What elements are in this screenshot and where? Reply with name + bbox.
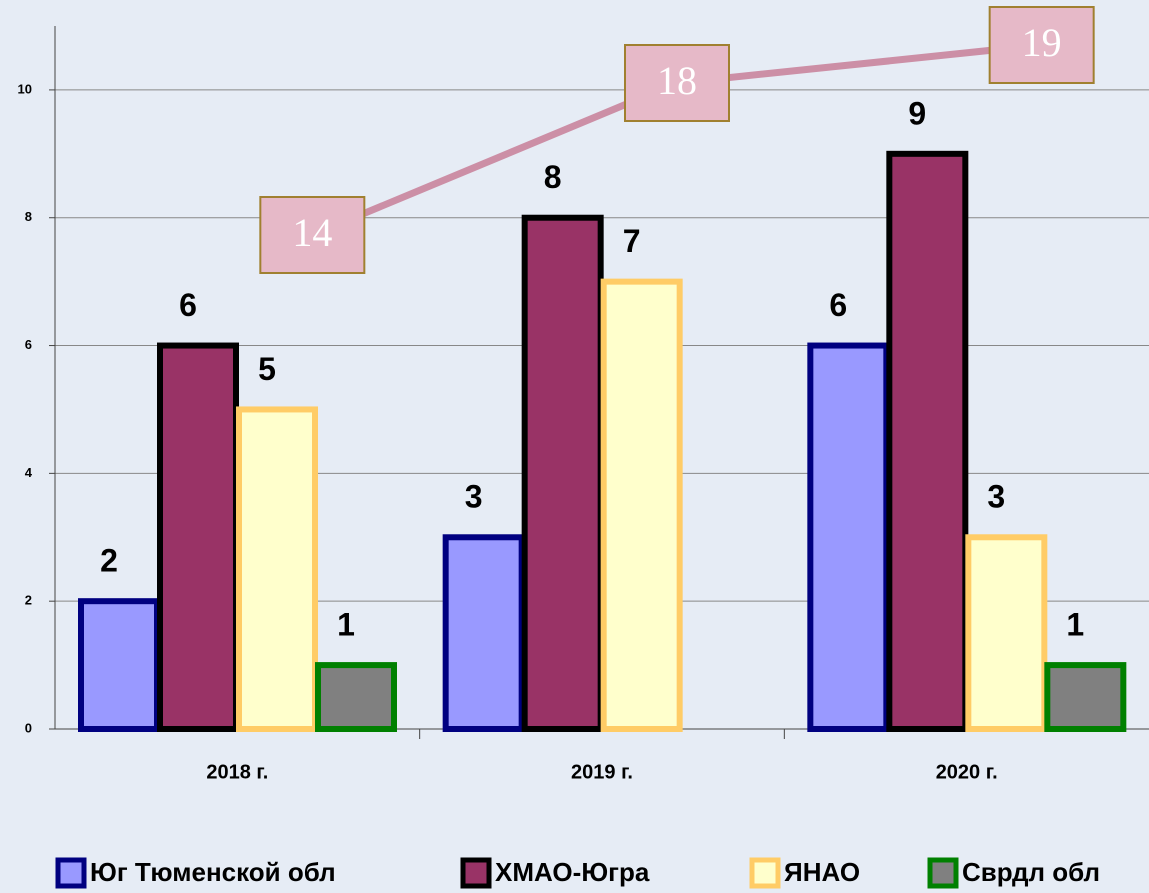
value-label: 9: [908, 95, 926, 131]
bar: [1044, 662, 1127, 732]
bar: [442, 534, 525, 732]
label-box: [624, 44, 730, 122]
value-label: 19: [1022, 20, 1062, 65]
value-label: 14: [292, 210, 332, 255]
legend-label: ХМАО-Югра: [495, 857, 650, 887]
value-label: 6: [829, 287, 847, 323]
value-label: 3: [465, 479, 483, 515]
bar: [807, 342, 890, 732]
value-label: 8: [544, 159, 562, 195]
y-tick-label: 10: [18, 81, 32, 96]
bar: [157, 342, 239, 732]
value-label: 1: [1066, 607, 1084, 643]
label-box: [259, 196, 366, 274]
x-tick-label: 2020 г.: [936, 761, 998, 783]
legend-label: Сврдл обл: [962, 857, 1100, 887]
y-tick-label: 2: [25, 593, 32, 608]
legend-swatch: [927, 857, 959, 889]
value-label: 5: [258, 351, 276, 387]
y-tick-label: 4: [25, 465, 33, 480]
legend-label: ЯНАО: [784, 857, 860, 887]
value-label: 7: [623, 223, 641, 259]
y-tick-label: 0: [25, 720, 32, 735]
legend-swatch: [749, 857, 781, 889]
bar: [521, 214, 604, 733]
value-label: 18: [657, 58, 697, 103]
value-label: 1: [337, 607, 355, 643]
bar: [315, 662, 397, 732]
bar: [886, 150, 969, 732]
legend-swatch: [55, 857, 87, 889]
y-tick-label: 8: [25, 209, 32, 224]
value-label: 3: [987, 479, 1005, 515]
x-tick-label: 2019 г.: [571, 761, 633, 783]
x-tick-label: 2018 г.: [206, 761, 268, 783]
bar: [78, 598, 160, 733]
value-label: 6: [179, 287, 197, 323]
label-box: [988, 6, 1095, 84]
bar: [965, 534, 1048, 732]
bar: [236, 406, 318, 732]
value-label: 2: [100, 543, 118, 579]
legend-swatch: [460, 857, 492, 889]
bar: [600, 278, 683, 732]
y-tick-label: 6: [25, 337, 32, 352]
legend-label: Юг Тюменской обл: [90, 857, 336, 887]
